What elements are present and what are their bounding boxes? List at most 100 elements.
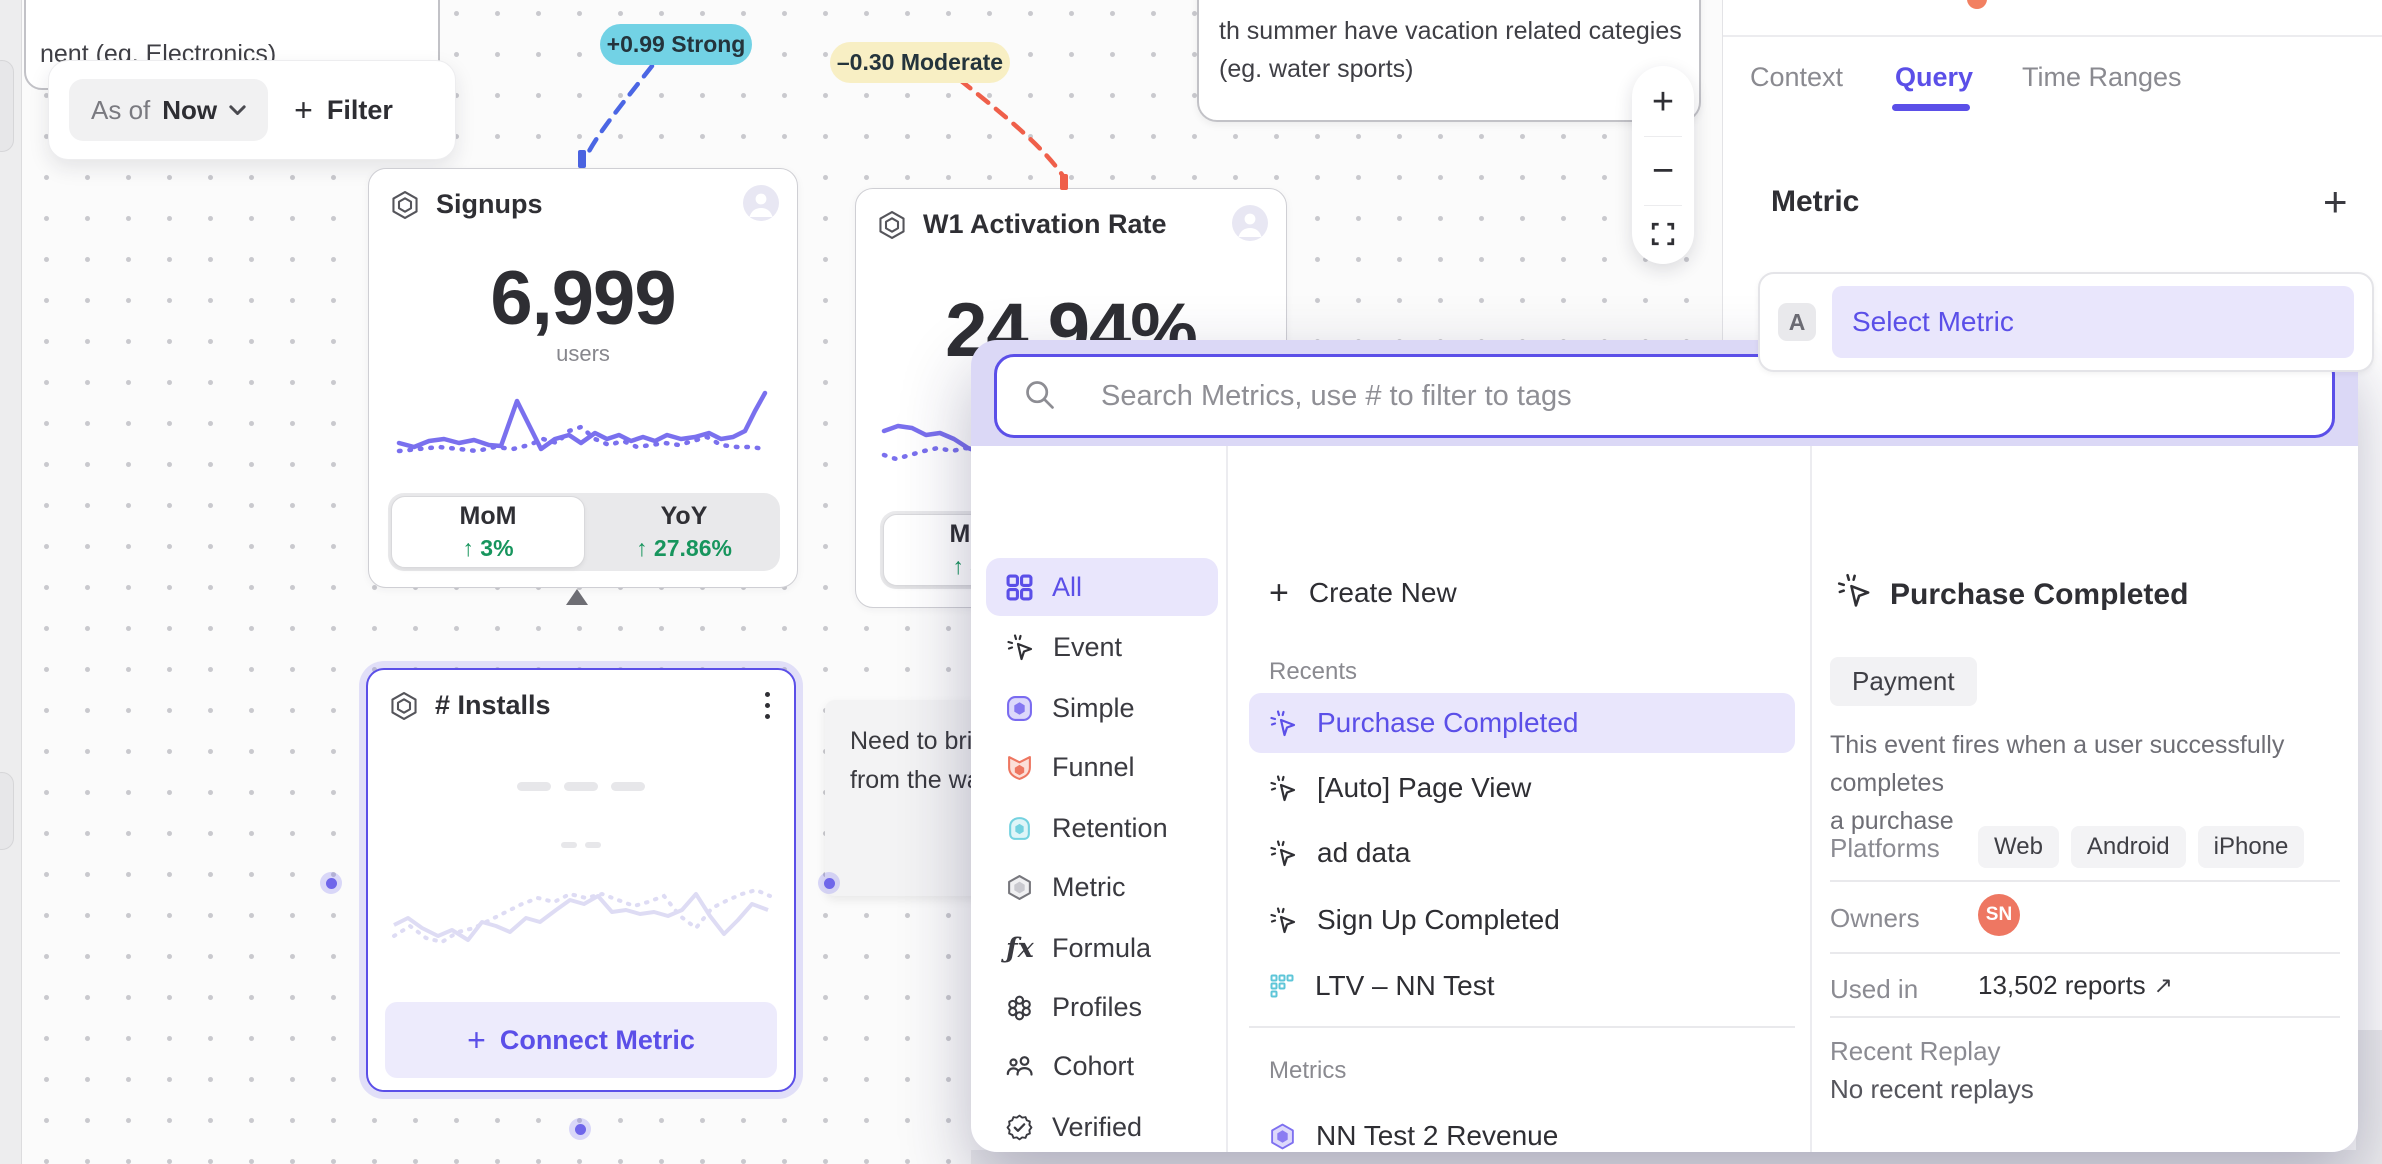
result-purchase-completed[interactable]: Purchase Completed — [1249, 693, 1795, 753]
category-label: Funnel — [1052, 751, 1135, 782]
connector-dot[interactable] — [569, 1118, 591, 1140]
edge-anchor-red — [1060, 174, 1068, 190]
tab-context[interactable]: Context — [1750, 62, 1844, 92]
cohort-icon — [1006, 1056, 1033, 1076]
connect-metric-button[interactable]: + Connect Metric — [385, 1002, 777, 1078]
category-simple[interactable]: Simple — [971, 680, 1226, 736]
category-cohort[interactable]: Cohort — [971, 1038, 1226, 1094]
metric-icon — [1008, 874, 1031, 900]
series-letter-badge: A — [1778, 303, 1816, 341]
zoom-in-button[interactable]: + — [1651, 81, 1675, 124]
event-spark-icon — [1837, 573, 1870, 607]
search-input[interactable] — [994, 354, 2335, 438]
yoy-delta: ↑ 27.86% — [636, 535, 732, 561]
toggle-yoy[interactable]: YoY ↑ 27.86% — [588, 493, 780, 571]
recents-section-label: Recents — [1269, 658, 1358, 685]
correlation-badge-moderate[interactable]: –0.30 Moderate — [830, 42, 1010, 83]
connector-dot[interactable] — [818, 872, 840, 894]
event-spark-icon — [1270, 840, 1296, 867]
result-auto-page-view[interactable]: [Auto] Page View — [1249, 758, 1795, 818]
owner-avatar[interactable]: SN — [1978, 894, 2020, 936]
avatar[interactable] — [743, 185, 779, 221]
recent-replay-label: Recent Replay — [1830, 1036, 2001, 1066]
result-label: Purchase Completed — [1317, 707, 1579, 738]
category-label: Formula — [1052, 932, 1152, 963]
badge-moderate-label: –0.30 Moderate — [836, 49, 1004, 75]
category-metric[interactable]: Metric — [971, 859, 1226, 915]
platforms-label: Platforms — [1830, 833, 1940, 863]
chevron-down-icon — [229, 104, 246, 116]
category-label: Event — [1053, 631, 1123, 662]
metric-card-installs[interactable]: # Installs + Connect Metric — [366, 668, 796, 1092]
select-metric-value[interactable]: Select Metric — [1832, 286, 2354, 358]
tab-time-ranges[interactable]: Time Ranges — [2022, 62, 2182, 92]
toggle-mom[interactable]: MoM ↑ 3% — [391, 496, 585, 568]
funnel-icon — [1008, 755, 1031, 780]
category-label: Simple — [1052, 692, 1135, 723]
category-profiles[interactable]: Profiles — [971, 979, 1226, 1035]
category-label: Profiles — [1052, 991, 1143, 1022]
ghost-sparkline — [392, 887, 772, 945]
canvas-toolbar: As of Now + Filter — [48, 60, 456, 160]
detail-pane: Purchase Completed Payment This event fi… — [1812, 446, 2358, 1152]
event-spark-icon — [1270, 907, 1296, 934]
sticky-line2: from the wa — [850, 766, 981, 794]
metric-card-signups[interactable]: Signups 6,999 users MoM ↑ 3% YoY ↑ 27.86… — [368, 168, 798, 588]
connector-dot[interactable] — [320, 872, 342, 894]
metric-picker-modal: All Event Simple Funnel Retention — [971, 340, 2358, 1152]
category-verified[interactable]: Verified — [971, 1099, 1226, 1152]
as-of-value: Now — [162, 94, 218, 125]
category-retention[interactable]: Retention — [971, 800, 1226, 856]
metric-hexagon-purple-icon — [1271, 1123, 1294, 1149]
filter-button[interactable]: + Filter — [294, 92, 393, 129]
used-in-link[interactable]: 13,502 reports ↗ — [1978, 970, 2173, 1001]
avatar[interactable] — [1232, 205, 1268, 241]
result-ad-data[interactable]: ad data — [1249, 823, 1795, 883]
platform-web[interactable]: Web — [1978, 826, 2059, 868]
category-all[interactable]: All — [986, 558, 1218, 616]
metric-hexagon-icon — [391, 691, 417, 720]
create-new-button[interactable]: + Create New — [1249, 566, 1795, 620]
detail-title: Purchase Completed — [1890, 578, 2189, 611]
fit-view-icon[interactable] — [1650, 221, 1676, 247]
tab-query[interactable]: Query — [1895, 62, 1974, 92]
verified-icon — [1006, 1114, 1033, 1140]
result-ltv-nn-test[interactable]: LTV – NN Test — [1249, 956, 1795, 1016]
search-icon — [1026, 381, 1054, 409]
card-title: # Installs — [435, 690, 551, 720]
metric-hexagon-icon — [879, 210, 905, 239]
left-rail-handle[interactable] — [0, 60, 14, 152]
category-event[interactable]: Event — [971, 619, 1226, 675]
zoom-out-button[interactable]: − — [1651, 149, 1675, 192]
as-of-dropdown[interactable]: As of Now — [69, 79, 269, 141]
result-label: LTV – NN Test — [1315, 970, 1495, 1001]
event-spark-icon — [1270, 710, 1296, 737]
category-nav: All Event Simple Funnel Retention — [971, 446, 1228, 1152]
result-nn-test-2-revenue[interactable]: NN Test 2 Revenue — [1249, 1106, 1795, 1152]
correlation-badge-strong[interactable]: +0.99 Strong — [600, 24, 752, 65]
result-label: [Auto] Page View — [1317, 772, 1532, 803]
category-funnel[interactable]: Funnel — [971, 739, 1226, 795]
category-formula[interactable]: ƒx Formula — [971, 920, 1226, 976]
category-label: Cohort — [1053, 1050, 1135, 1081]
event-spark-icon — [1270, 775, 1296, 802]
edge-anchor-blue — [578, 150, 586, 168]
metric-selector-row[interactable]: A Select Metric — [1758, 272, 2374, 372]
left-rail-handle[interactable] — [0, 772, 14, 850]
unit-skeleton — [368, 842, 794, 848]
metric-value: 6,999 — [490, 256, 676, 341]
profiles-icon — [1008, 995, 1031, 1020]
result-sign-up-completed[interactable]: Sign Up Completed — [1249, 890, 1795, 950]
yoy-label: YoY — [660, 502, 708, 530]
canvas-note-topright[interactable]: th summer have vacation related categies… — [1197, 0, 1701, 122]
card-menu-kebab-icon[interactable] — [765, 692, 770, 719]
platform-iphone[interactable]: iPhone — [2197, 826, 2305, 868]
grid-icon — [1006, 574, 1033, 600]
edge-arrowhead — [566, 589, 588, 605]
platform-android[interactable]: Android — [2070, 826, 2186, 868]
used-in-value: 13,502 reports — [1978, 970, 2146, 1000]
category-label: Metric — [1052, 871, 1126, 902]
tag-chip[interactable]: Payment — [1830, 657, 1977, 706]
add-metric-button[interactable]: + — [2323, 178, 2348, 225]
